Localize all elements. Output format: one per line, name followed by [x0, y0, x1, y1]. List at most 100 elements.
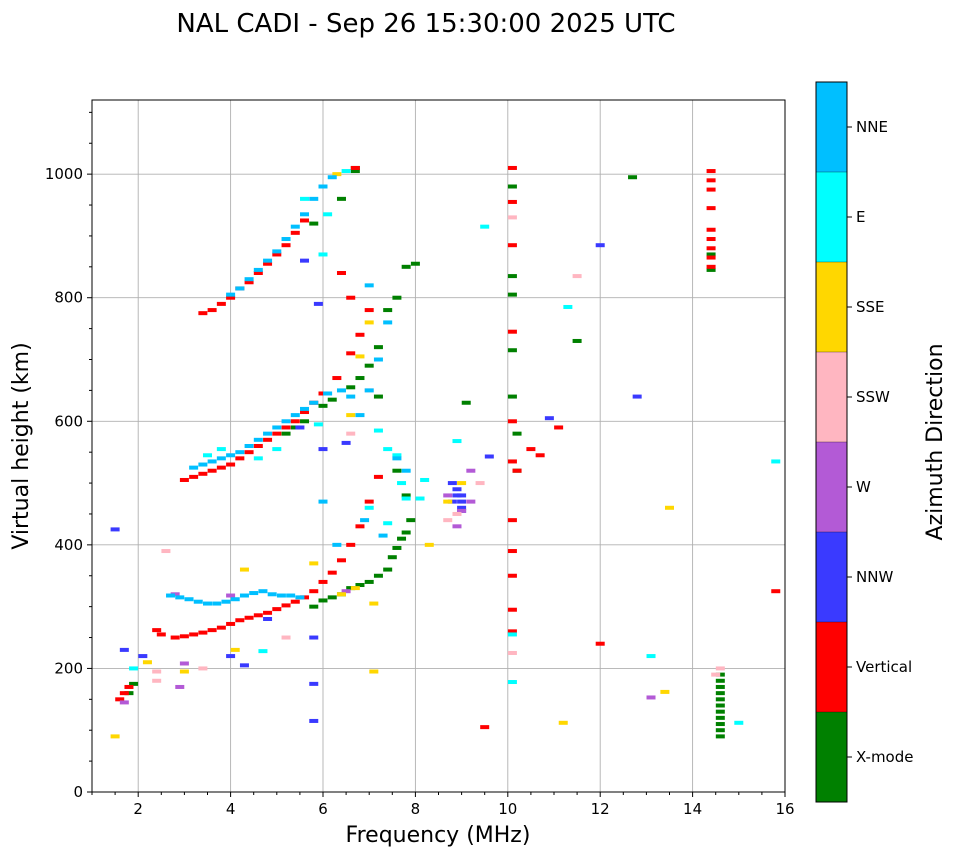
data-point-sse	[230, 647, 240, 652]
data-point-e	[420, 477, 430, 482]
data-point-x-mode	[715, 728, 725, 733]
data-point-vertical	[216, 301, 226, 306]
data-point-x-mode	[364, 579, 374, 584]
data-point-x-mode	[507, 292, 517, 297]
y-tick-label: 600	[54, 412, 83, 430]
data-point-nne	[230, 597, 240, 602]
data-point-vertical	[207, 628, 217, 633]
data-point-vertical	[272, 252, 282, 257]
data-point-nne	[378, 533, 388, 538]
data-point-x-mode	[281, 431, 291, 436]
data-point-nne	[193, 599, 203, 604]
data-point-e	[258, 649, 268, 654]
data-point-ssw	[152, 669, 162, 674]
data-point-vertical	[355, 332, 365, 337]
data-point-x-mode	[507, 184, 517, 189]
data-point-nne	[401, 468, 411, 473]
data-point-vertical	[263, 610, 273, 615]
data-point-x-mode	[392, 295, 402, 300]
data-point-nne	[216, 456, 226, 461]
colorbar-segment-nne	[816, 82, 847, 172]
data-point-x-mode	[350, 169, 360, 174]
data-point-nnw	[226, 654, 236, 659]
data-point-ssw	[475, 481, 485, 486]
data-point-w	[179, 661, 189, 666]
data-point-nne	[309, 400, 319, 405]
data-point-vertical	[364, 499, 374, 504]
data-point-nnw	[309, 718, 319, 723]
data-point-nne	[290, 413, 300, 418]
data-point-nne	[300, 212, 310, 217]
data-point-x-mode	[706, 267, 716, 272]
y-tick-label: 0	[73, 783, 83, 801]
data-point-x-mode	[401, 530, 411, 535]
data-point-sse	[558, 720, 568, 725]
data-point-vertical	[189, 632, 199, 637]
data-point-vertical	[355, 524, 365, 529]
data-point-vertical	[115, 697, 125, 702]
data-marks	[110, 165, 781, 739]
data-point-x-mode	[373, 394, 383, 399]
data-point-w	[466, 499, 476, 504]
data-point-vertical	[507, 518, 517, 523]
data-point-vertical	[263, 437, 273, 442]
data-point-x-mode	[628, 175, 638, 180]
data-point-nnw	[119, 647, 129, 652]
data-point-vertical	[526, 447, 536, 452]
data-point-x-mode	[715, 715, 725, 720]
data-point-vertical	[156, 632, 166, 637]
data-point-ssw	[281, 635, 291, 640]
data-point-e	[734, 720, 744, 725]
data-point-vertical	[535, 453, 545, 458]
data-point-vertical	[507, 573, 517, 578]
data-point-x-mode	[383, 308, 393, 313]
data-point-sse	[457, 481, 467, 486]
data-point-vertical	[290, 599, 300, 604]
data-point-nne	[318, 499, 328, 504]
data-point-x-mode	[715, 672, 725, 677]
data-point-ssw	[507, 650, 517, 655]
data-point-x-mode	[715, 684, 725, 689]
colorbar-tick-label: SSE	[856, 298, 885, 316]
data-point-vertical	[124, 684, 134, 689]
data-point-nne	[272, 249, 282, 254]
data-point-nne	[221, 599, 231, 604]
data-point-vertical	[216, 465, 226, 470]
data-point-nne	[267, 592, 277, 597]
data-point-ssw	[443, 518, 453, 523]
data-point-w	[457, 508, 467, 513]
data-point-nne	[203, 601, 212, 606]
data-point-nne	[175, 595, 185, 600]
data-point-x-mode	[392, 468, 402, 473]
data-point-vertical	[512, 468, 522, 473]
colorbar-segment-e	[816, 172, 847, 262]
data-point-nne	[249, 591, 259, 596]
data-point-x-mode	[715, 697, 725, 702]
data-point-vertical	[290, 230, 300, 235]
data-point-x-mode	[507, 394, 517, 399]
data-point-nne	[355, 413, 365, 418]
data-point-nne	[226, 453, 236, 458]
data-point-x-mode	[715, 678, 725, 683]
data-point-vertical	[263, 261, 273, 266]
data-point-nne	[226, 292, 236, 297]
data-point-vertical	[300, 218, 310, 223]
data-point-sse	[336, 592, 346, 597]
data-point-nne	[207, 459, 217, 464]
data-point-nnw	[110, 527, 120, 532]
data-point-vertical	[253, 613, 263, 618]
x-axis-label: Frequency (MHz)	[346, 823, 531, 848]
data-point-nnw	[457, 505, 467, 510]
data-point-vertical	[327, 570, 337, 575]
x-tick-label: 14	[683, 800, 702, 818]
data-point-vertical	[507, 607, 517, 612]
data-point-x-mode	[346, 586, 356, 591]
data-point-ssw	[572, 274, 582, 279]
data-point-vertical	[706, 206, 716, 211]
data-point-vertical	[554, 425, 564, 430]
data-point-x-mode	[129, 681, 139, 686]
colorbar-frame	[815, 81, 848, 803]
x-tick-label: 10	[498, 800, 517, 818]
colorbar-segment-vertical	[816, 622, 847, 712]
